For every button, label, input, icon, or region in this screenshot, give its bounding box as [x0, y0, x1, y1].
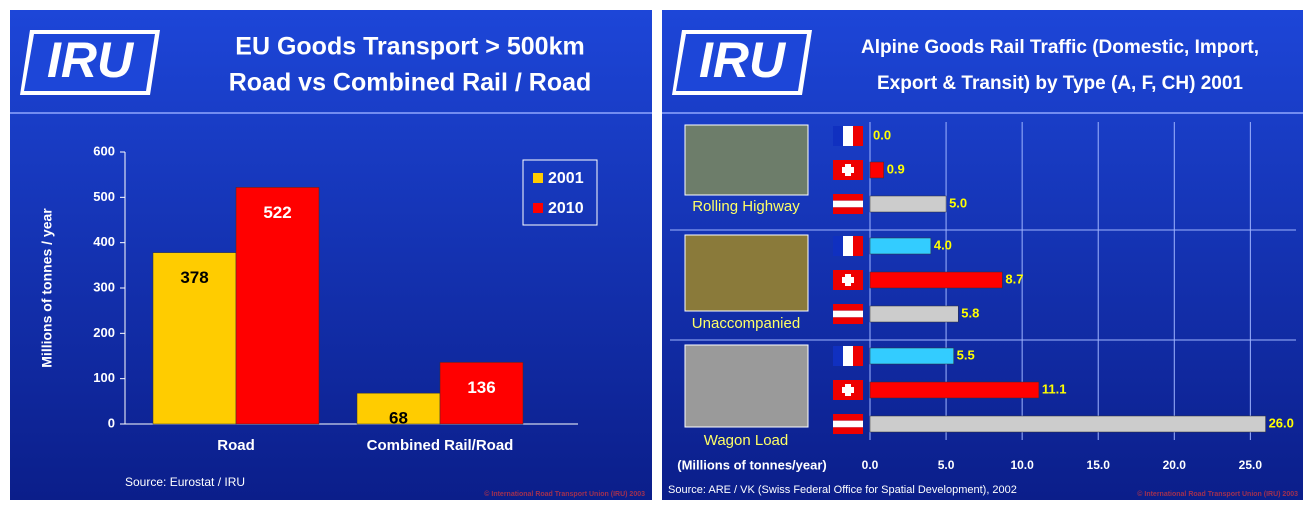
- flag: [833, 304, 863, 311]
- x-tick-label: 0.0: [862, 458, 879, 472]
- legend-swatch: [533, 173, 543, 183]
- y-axis-label: Millions of tonnes / year: [39, 208, 55, 368]
- flag: [842, 277, 854, 283]
- flag: [833, 420, 863, 428]
- chart-title: EU Goods Transport > 500km: [235, 33, 584, 61]
- flag: [833, 126, 843, 146]
- copyright: © International Road Transport Union (IR…: [1137, 490, 1298, 498]
- group-label: Rolling Highway: [692, 198, 800, 215]
- logo: IRU: [47, 32, 135, 88]
- flag: [833, 194, 863, 201]
- value-label: 8.7: [1005, 271, 1023, 286]
- flag: [842, 167, 854, 173]
- legend-box: [522, 159, 598, 226]
- value-label: 378: [180, 268, 208, 287]
- bar: [439, 362, 524, 425]
- photo: [684, 124, 809, 196]
- value-label: 4.0: [934, 237, 952, 252]
- flag: [833, 414, 863, 421]
- photos: [684, 124, 809, 428]
- bar: [235, 187, 320, 425]
- value-label: 68: [389, 409, 408, 428]
- bar: [152, 252, 237, 425]
- bar: [869, 415, 1266, 433]
- x-tick-label: 10.0: [1010, 458, 1034, 472]
- flag: [833, 346, 843, 366]
- y-tick-label: 200: [93, 325, 115, 340]
- flag: [833, 200, 863, 208]
- value-label: 26.0: [1269, 415, 1294, 430]
- flag: [833, 236, 843, 256]
- y-tick-label: 400: [93, 234, 115, 249]
- flag: [843, 126, 853, 146]
- chart-title: Road vs Combined Rail / Road: [229, 69, 592, 97]
- y-tick-label: 300: [93, 279, 115, 294]
- legend-swatch: [533, 203, 543, 213]
- bar: [869, 271, 1003, 289]
- bar: [869, 381, 1040, 399]
- legend-label: 2001: [548, 170, 584, 187]
- y-tick-label: 600: [93, 143, 115, 158]
- chart-title: Export & Transit) by Type (A, F, CH) 200…: [877, 73, 1243, 94]
- y-tick-label: 0: [108, 415, 115, 430]
- x-tick-label: 15.0: [1087, 458, 1111, 472]
- x-tick-label: 20.0: [1163, 458, 1187, 472]
- bar: [869, 237, 932, 255]
- group-label: Wagon Load: [704, 432, 789, 449]
- bar: [356, 392, 441, 425]
- x-tick-label: 5.0: [938, 458, 955, 472]
- x-tick-label: Combined Rail/Road: [367, 437, 514, 454]
- y-tick-label: 100: [93, 370, 115, 385]
- flag: [853, 346, 863, 366]
- flag: [843, 346, 853, 366]
- flag: [853, 126, 863, 146]
- flag: [843, 236, 853, 256]
- flag: [842, 387, 854, 393]
- bar: [869, 195, 947, 213]
- logo-inner: [676, 34, 807, 91]
- value-label: 136: [467, 378, 495, 397]
- value-label: 522: [263, 203, 291, 222]
- flag: [833, 310, 863, 318]
- x-axis-label: (Millions of tonnes/year): [677, 457, 827, 472]
- photo: [684, 344, 809, 428]
- bar: [869, 161, 884, 179]
- x-tick-label: Road: [217, 437, 255, 454]
- value-label: 0.9: [887, 161, 905, 176]
- source: Source: ARE / VK (Swiss Federal Office f…: [668, 484, 1017, 496]
- copyright: © International Road Transport Union (IR…: [484, 490, 645, 498]
- legend-label: 2010: [548, 200, 584, 217]
- x-tick-label: 25.0: [1239, 458, 1263, 472]
- bar: [869, 347, 954, 365]
- group-label: Unaccompanied: [692, 315, 800, 332]
- photo: [684, 234, 809, 312]
- logo-inner: [24, 34, 155, 91]
- flag: [833, 207, 863, 215]
- value-label: 5.5: [957, 347, 975, 362]
- logo: IRU: [699, 32, 787, 88]
- flag: [833, 427, 863, 435]
- source: Source: Eurostat / IRU: [125, 475, 245, 489]
- value-label: 11.1: [1042, 381, 1067, 396]
- y-tick-label: 500: [93, 189, 115, 204]
- bar: [869, 305, 959, 323]
- value-label: 0.0: [873, 127, 891, 142]
- chart-title: Alpine Goods Rail Traffic (Domestic, Imp…: [861, 37, 1259, 58]
- value-label: 5.8: [961, 305, 979, 320]
- value-label: 5.0: [949, 195, 967, 210]
- flag: [853, 236, 863, 256]
- flag: [833, 317, 863, 325]
